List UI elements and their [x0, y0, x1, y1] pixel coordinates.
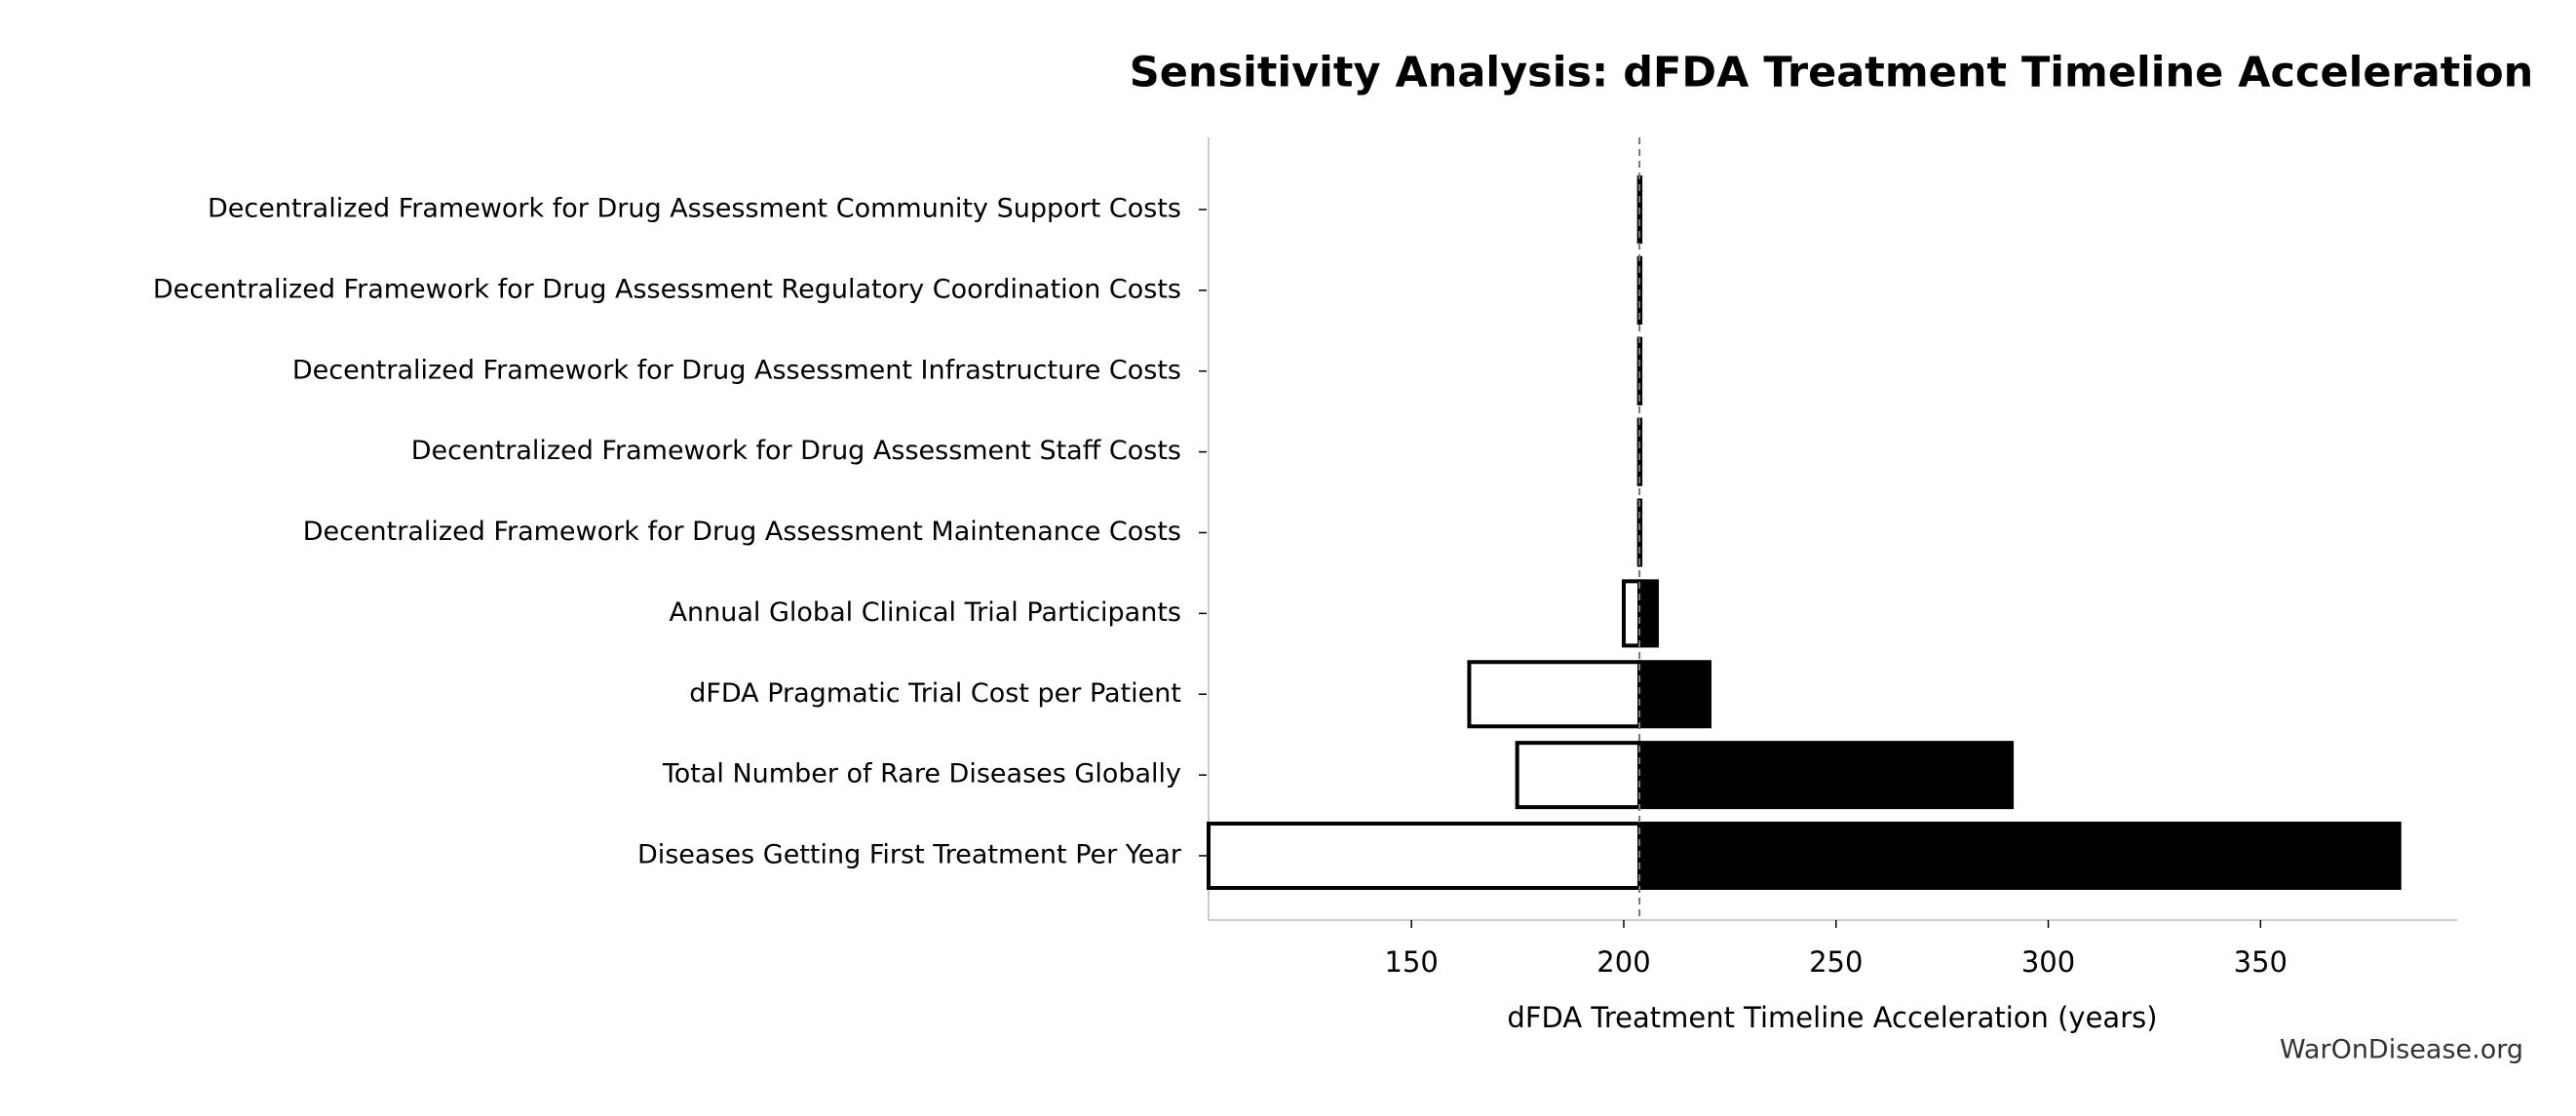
high-bar: [1637, 417, 1643, 486]
x-tick-label: 300: [2021, 945, 2075, 979]
chart-title: Sensitivity Analysis: dFDA Treatment Tim…: [1130, 49, 2533, 97]
low-bar: [1207, 822, 1642, 890]
high-bar: [1637, 741, 2015, 810]
low-bar: [1467, 660, 1642, 729]
x-tick-label: 350: [2234, 945, 2288, 979]
high-bar: [1637, 498, 1643, 567]
high-bar: [1637, 660, 1711, 729]
y-tick-label: Decentralized Framework for Drug Assessm…: [411, 436, 1181, 466]
y-tick-label: Annual Global Clinical Trial Participant…: [670, 597, 1181, 628]
x-tick-label: 200: [1596, 945, 1650, 979]
x-axis-label: dFDA Treatment Timeline Acceleration (ye…: [1507, 1001, 2157, 1034]
y-tick-label: Decentralized Framework for Drug Assessm…: [292, 355, 1181, 385]
low-bar: [1515, 741, 1642, 810]
y-tick-label: Decentralized Framework for Drug Assessm…: [208, 194, 1181, 224]
x-tick-label: 250: [1809, 945, 1863, 979]
y-tick-label: Diseases Getting First Treatment Per Yea…: [637, 840, 1182, 870]
y-tick-label: Total Number of Rare Diseases Globally: [662, 759, 1181, 789]
high-bar: [1637, 579, 1659, 648]
high-bar: [1637, 822, 2402, 890]
y-tick-label: Decentralized Framework for Drug Assessm…: [303, 517, 1181, 547]
y-tick-label: dFDA Pragmatic Trial Cost per Patient: [689, 678, 1181, 709]
y-tick-label: Decentralized Framework for Drug Assessm…: [153, 274, 1181, 304]
watermark: WarOnDisease.org: [2280, 1035, 2523, 1065]
x-tick-label: 150: [1385, 945, 1439, 979]
low-bar: [1621, 579, 1642, 648]
